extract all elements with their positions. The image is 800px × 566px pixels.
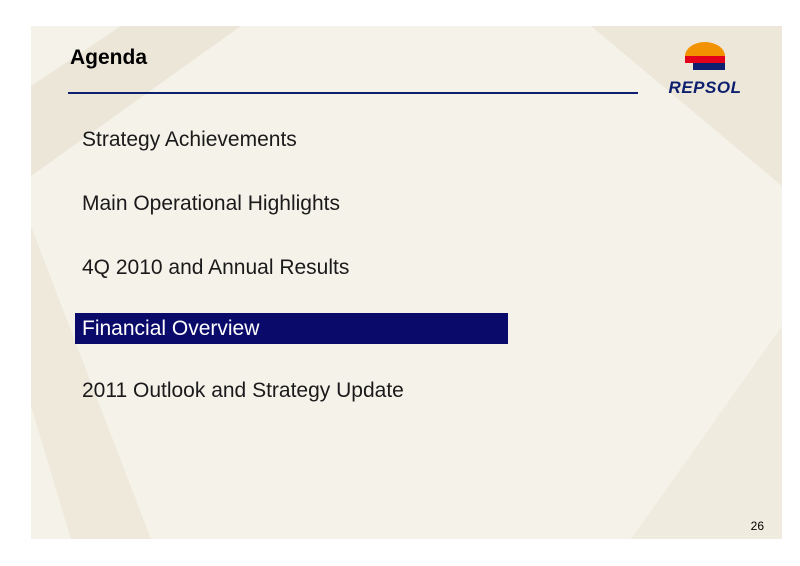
title-underline (68, 92, 638, 94)
agenda-item-strategy-achievements: Strategy Achievements (82, 128, 297, 151)
repsol-logo-icon (685, 42, 725, 70)
agenda-item-operational-highlights: Main Operational Highlights (82, 192, 340, 215)
slide-title: Agenda (70, 46, 148, 69)
background-decoration (31, 26, 782, 539)
agenda-item-outlook-strategy-update: 2011 Outlook and Strategy Update (82, 379, 404, 402)
repsol-logo: REPSOL (655, 42, 755, 102)
page-number: 26 (750, 519, 764, 533)
logo-wordmark: REPSOL (668, 78, 742, 97)
agenda-item-financial-overview: Financial Overview (75, 313, 508, 344)
slide: Agenda REPSOL Strategy Achievements Main… (31, 26, 782, 539)
agenda-item-annual-results: 4Q 2010 and Annual Results (82, 256, 350, 279)
